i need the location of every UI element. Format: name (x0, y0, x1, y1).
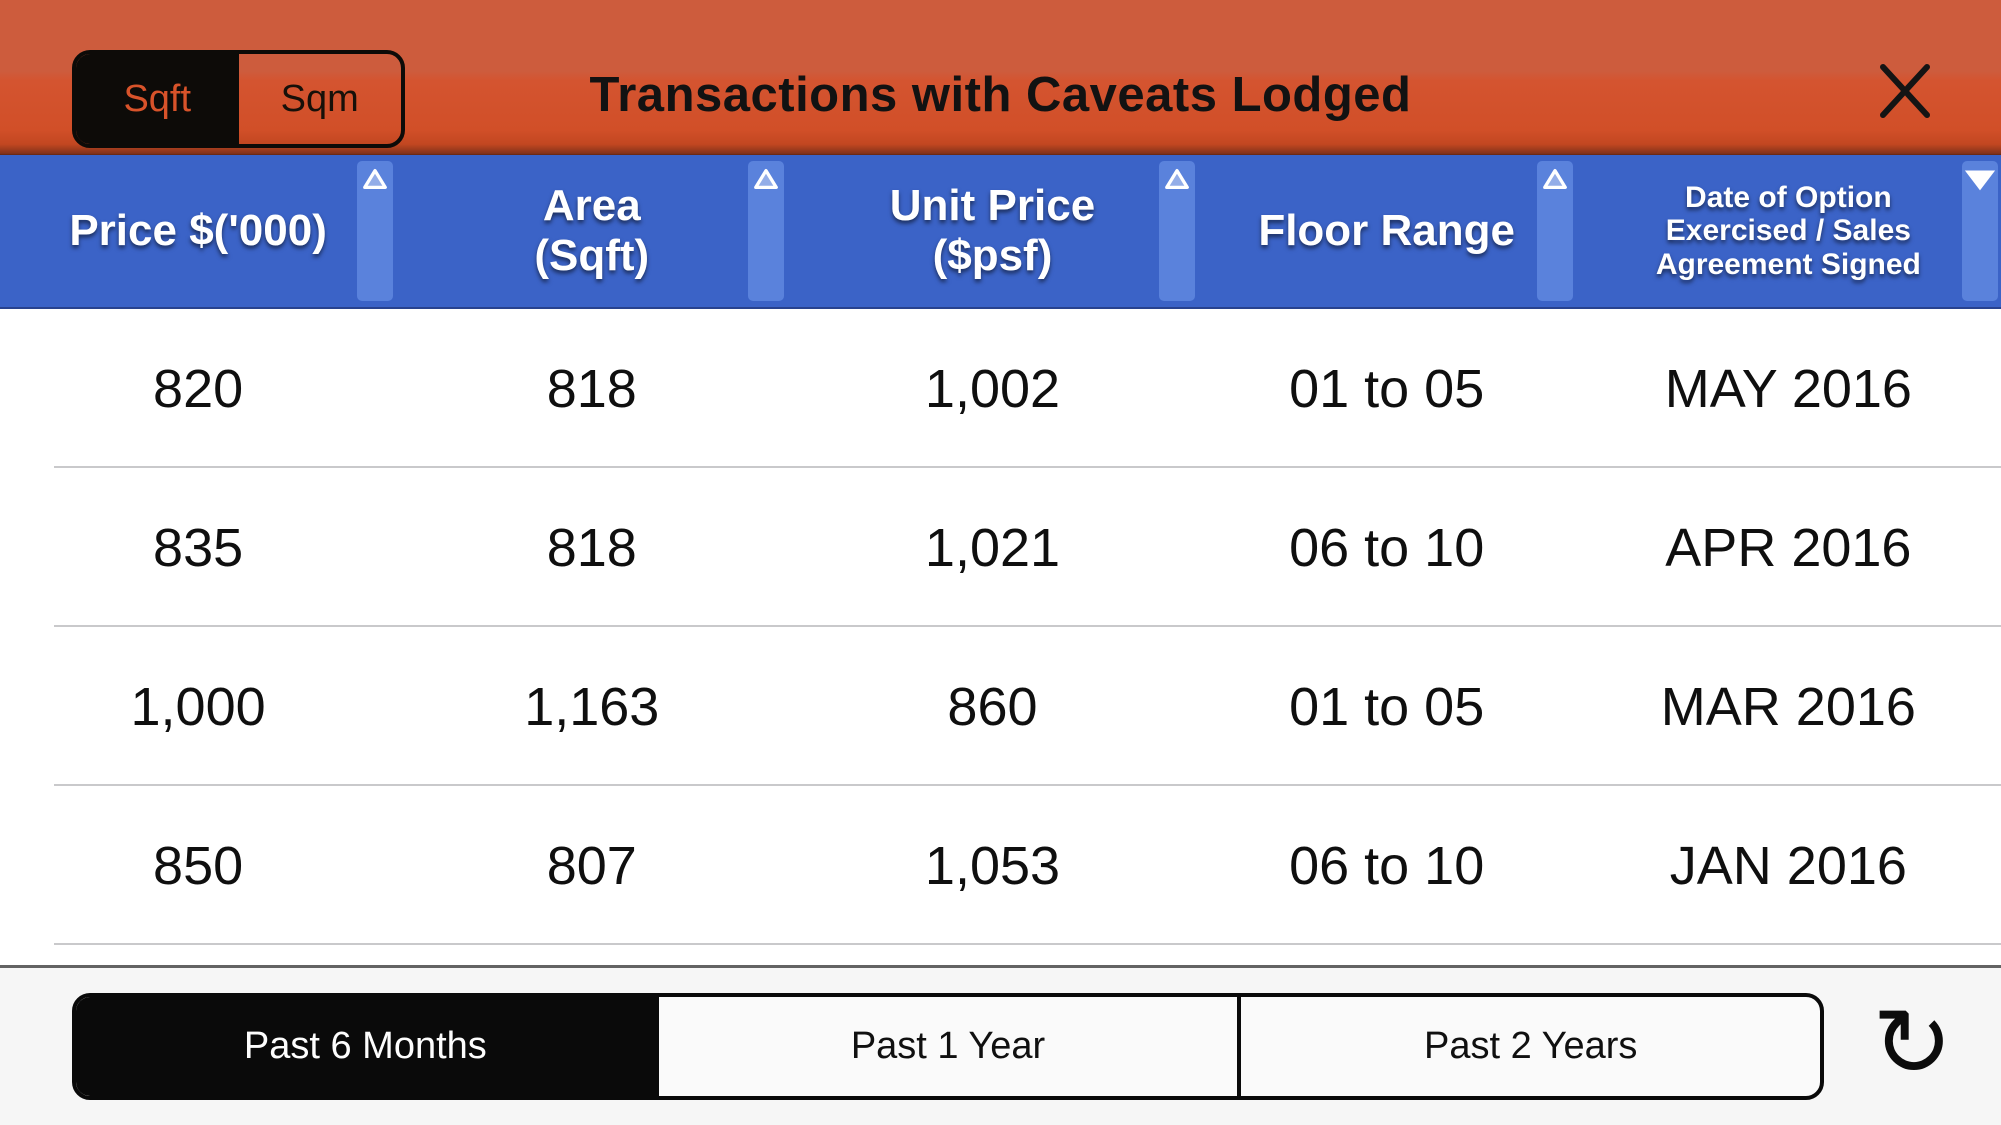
sort-desc-icon (1964, 170, 1996, 191)
table-row: 1,000 1,163 860 01 to 05 MAR 2016 (0, 627, 2001, 786)
column-label: Floor Range (1258, 205, 1516, 255)
tab-past-1-year[interactable]: Past 1 Year (659, 997, 1242, 1096)
sort-asc-icon (1542, 168, 1567, 190)
cell-floor-range: 01 to 05 (1289, 358, 1485, 419)
cell-floor-range: 01 to 05 (1289, 676, 1485, 737)
transactions-table-body: 820 818 1,002 01 to 05 MAY 2016 835 818 … (0, 309, 2001, 945)
cell-unit-price: 860 (947, 676, 1038, 737)
refresh-button[interactable]: ↻ (1824, 968, 2001, 1125)
cell-unit-price: 1,021 (924, 517, 1061, 578)
unit-toggle-option-sqm[interactable]: Sqm (280, 77, 359, 120)
column-label: Price $('000) (69, 205, 327, 255)
column-header-price[interactable]: Price $('000) (0, 155, 396, 307)
cell-date: APR 2016 (1665, 517, 1912, 578)
column-header-unit-price[interactable]: Unit Price ($psf) (787, 155, 1197, 307)
cell-date: MAY 2016 (1664, 358, 1912, 419)
close-icon (1880, 64, 1930, 118)
tab-past-6-months[interactable]: Past 6 Months (76, 997, 659, 1096)
cell-unit-price: 1,002 (924, 358, 1061, 419)
column-label: Area (542, 180, 641, 230)
page-title: Transactions with Caveats Lodged (589, 68, 1412, 122)
column-header-floor-range[interactable]: Floor Range (1198, 155, 1576, 307)
column-header-area[interactable]: Area (Sqft) (396, 155, 787, 307)
unit-toggle: Sqft Sqm (72, 50, 405, 148)
table-header-row: Price $('000) Area (Sqft) Unit Price ($ (0, 155, 2001, 309)
cell-date: JAN 2016 (1669, 835, 1907, 896)
cell-price: 850 (153, 835, 244, 896)
table-row: 850 807 1,053 06 to 10 JAN 2016 (0, 786, 2001, 945)
table-row: 835 818 1,021 06 to 10 APR 2016 (0, 468, 2001, 627)
column-label: Unit Price (889, 180, 1096, 230)
spacer (0, 945, 2001, 965)
modal-header: Sqft Sqm Transactions with Caveats Lodge… (0, 0, 2001, 155)
cell-area: 1,163 (524, 676, 660, 737)
footer-bar: Past 6 Months Past 1 Year Past 2 Years ↻ (0, 965, 2001, 1125)
column-header-date[interactable]: Date of Option Exercised / Sales Agreeme… (1576, 155, 2001, 307)
sort-strip-floor-range[interactable] (1536, 161, 1573, 301)
table-row: 820 818 1,002 01 to 05 MAY 2016 (0, 309, 2001, 468)
column-label: Agreement Signed (1655, 247, 1921, 281)
column-label: Exercised / Sales (1665, 214, 1911, 248)
cell-area: 807 (546, 835, 637, 896)
unit-toggle-option-sqft[interactable]: Sqft (76, 54, 239, 144)
column-label: Date of Option (1685, 180, 1892, 214)
cell-area: 818 (546, 517, 637, 578)
sort-strip-price[interactable] (357, 161, 394, 301)
column-label: (Sqft) (534, 231, 650, 280)
sort-asc-icon (363, 168, 388, 190)
time-range-segmented-control: Past 6 Months Past 1 Year Past 2 Years (72, 993, 1824, 1100)
cell-floor-range: 06 to 10 (1289, 835, 1485, 896)
tab-past-2-years[interactable]: Past 2 Years (1423, 1025, 1638, 1067)
cell-price: 820 (153, 358, 244, 419)
sort-asc-icon (754, 168, 779, 190)
sort-strip-unit-price[interactable] (1158, 161, 1195, 301)
sort-strip-date[interactable] (1961, 161, 1998, 301)
sort-strip-area[interactable] (748, 161, 785, 301)
cell-price: 1,000 (130, 676, 266, 737)
column-label: ($psf) (932, 231, 1053, 280)
cell-area: 818 (546, 358, 637, 419)
cell-floor-range: 06 to 10 (1289, 517, 1485, 578)
cell-date: MAR 2016 (1660, 676, 1916, 737)
cell-unit-price: 1,053 (924, 835, 1061, 896)
sort-asc-icon (1164, 168, 1189, 190)
cell-price: 835 (153, 517, 244, 578)
close-button[interactable] (1875, 60, 1935, 122)
refresh-icon: ↻ (1872, 986, 1953, 1099)
